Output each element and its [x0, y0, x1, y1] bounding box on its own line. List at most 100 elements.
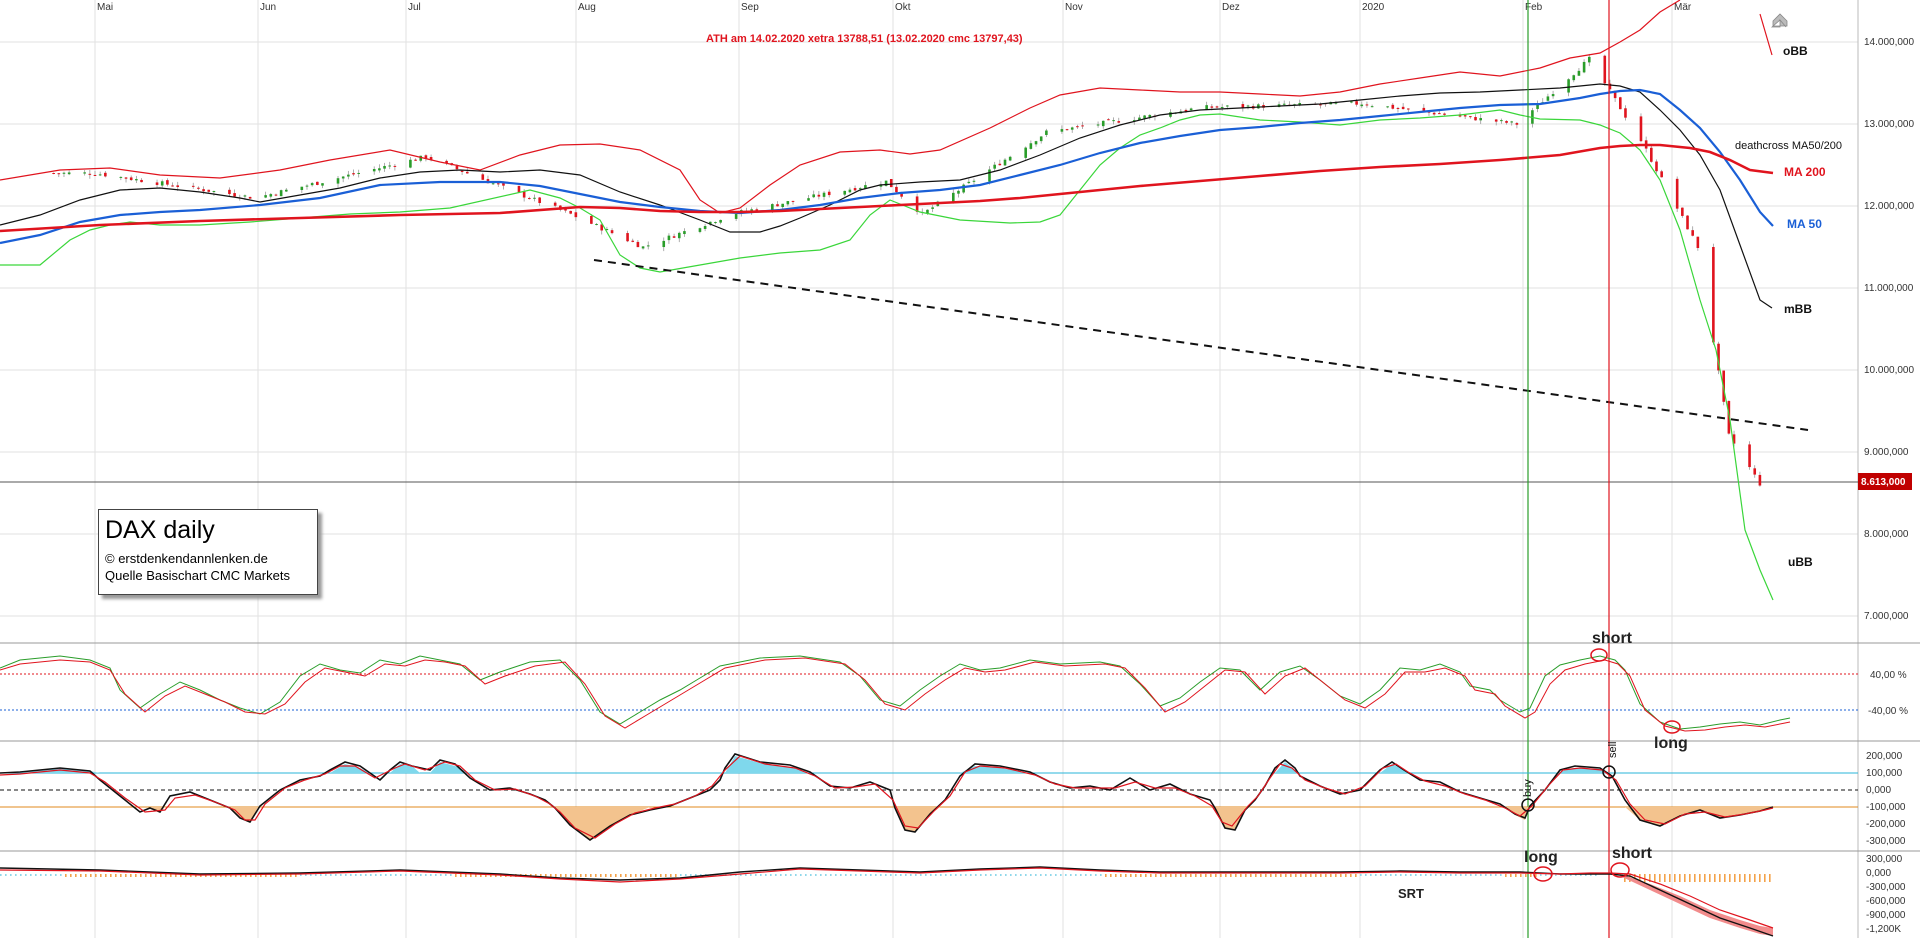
srt-histogram-bar — [1235, 874, 1237, 877]
srt-histogram-bar — [290, 874, 292, 877]
up-arrow-icon — [1770, 13, 1788, 28]
bull-candle — [677, 232, 681, 239]
bull-candle — [781, 203, 784, 208]
bull-candle — [1070, 127, 1074, 130]
srt-histogram-bar — [50, 874, 52, 876]
bull-candle — [1500, 120, 1503, 122]
bear-candle — [233, 193, 236, 197]
sell-label: sell — [1607, 741, 1619, 758]
bull-candle — [822, 192, 826, 197]
lower-bollinger-band — [0, 109, 1774, 601]
bear-candle — [1117, 121, 1121, 123]
srt-histogram-bar — [1644, 874, 1646, 882]
srt-histogram-bar — [80, 874, 82, 877]
bear-candle — [1732, 434, 1736, 444]
srt-histogram-bar — [410, 874, 412, 876]
srt-histogram-bar — [1335, 874, 1337, 877]
momentum-tick: 100,000 — [1866, 768, 1903, 779]
price-gridlines — [0, 41, 1858, 617]
bull-candle — [1479, 118, 1482, 121]
srt-histogram-bar — [365, 874, 367, 876]
srt-histogram-bar — [1165, 874, 1167, 877]
price-tick: 8.000,000 — [1864, 529, 1909, 540]
bear-candle — [528, 198, 531, 200]
srt-histogram-bar — [1080, 874, 1082, 876]
bull-candle — [419, 155, 423, 161]
srt-histogram-bar — [1105, 874, 1107, 877]
bear-candle — [393, 165, 397, 167]
srt-histogram-bar — [1005, 874, 1007, 876]
srt-histogram-bar — [185, 874, 187, 877]
srt-histogram-bar — [25, 874, 27, 876]
srt-histogram-bar — [1475, 874, 1477, 876]
srt-histogram-bar — [405, 874, 407, 876]
srt-histogram-bar — [1435, 874, 1437, 876]
srt-histogram-bar — [235, 874, 237, 877]
srt-histogram-bar — [1769, 874, 1771, 882]
srt-histogram-bar — [1570, 874, 1572, 876]
srt-histogram-bar — [635, 874, 637, 877]
bull-candle — [1148, 114, 1152, 118]
srt-histogram-bar — [900, 874, 902, 876]
bear-candle — [564, 209, 567, 211]
bear-candle — [672, 236, 676, 238]
srt-histogram-bar — [605, 874, 607, 877]
srt-histogram-bar — [1280, 874, 1282, 877]
srt-histogram-bar — [1255, 874, 1257, 877]
srt-histogram-bar — [180, 874, 182, 877]
srt-histogram-bar — [165, 874, 167, 877]
bull-candle — [1536, 103, 1539, 109]
bull-candle — [884, 180, 888, 186]
srt-histogram-bar — [1754, 874, 1756, 882]
srt-histogram-bar — [1050, 874, 1052, 876]
bear-candle — [1422, 107, 1426, 111]
bull-candle — [641, 246, 645, 249]
srt-histogram-bar — [610, 874, 612, 877]
bear-candle — [889, 179, 893, 188]
srt-histogram-bar — [1744, 874, 1746, 882]
stoch-long-marker — [1663, 720, 1681, 734]
srt-histogram-bar — [1450, 874, 1452, 876]
bull-candle — [1060, 129, 1064, 132]
bull-candle — [98, 174, 102, 176]
srt-histogram-bar — [390, 874, 392, 876]
ubb-label: uBB — [1788, 555, 1813, 569]
srt-histogram-bar — [480, 874, 482, 877]
srt-histogram-bar — [1734, 874, 1736, 882]
bull-candle — [1298, 102, 1302, 105]
info-source: Quelle Basischart CMC Markets — [105, 568, 290, 583]
srt-histogram-bar — [280, 874, 282, 877]
srt-histogram-bar — [450, 874, 452, 876]
srt-histogram-bar — [400, 874, 402, 876]
bull-candle — [1334, 102, 1338, 104]
bull-candle — [807, 198, 810, 201]
month-labels: Mai Jun Jul Aug Sep Okt Nov Dez 2020 Feb… — [97, 2, 1692, 13]
bear-candle — [502, 182, 505, 186]
srt-histogram — [0, 874, 1771, 882]
srt-histogram-bar — [335, 874, 337, 876]
month-gridlines — [94, 0, 1673, 938]
srt-histogram-bar — [1290, 874, 1292, 877]
bull-candle — [1551, 94, 1555, 97]
current-price-label: 8.613,000 — [1861, 477, 1906, 488]
bull-candle — [1572, 75, 1576, 81]
bear-candle — [1215, 106, 1219, 108]
bear-candle — [104, 172, 107, 177]
srt-histogram-bar — [425, 874, 427, 876]
srt-histogram-bar — [1250, 874, 1252, 877]
srt-histogram-bar — [415, 874, 417, 876]
srt-histogram-bar — [1135, 874, 1137, 877]
bear-candle — [1319, 104, 1322, 106]
srt-histogram-bar — [1030, 874, 1032, 876]
srt-histogram-bar — [995, 874, 997, 876]
bear-candle — [414, 159, 417, 161]
srt-histogram-bar — [1405, 874, 1407, 876]
srt-histogram-bar — [550, 874, 552, 877]
bear-candle — [1655, 161, 1658, 172]
srt-short-marker — [1610, 862, 1630, 878]
srt-histogram-bar — [1015, 874, 1017, 876]
bear-candle — [1443, 113, 1446, 115]
srt-histogram-bar — [285, 874, 287, 877]
momentum-panel: 200,000 100,000 0,000 -100,000 -200,000 … — [0, 741, 1906, 847]
stoch-long-label: long — [1654, 735, 1688, 752]
